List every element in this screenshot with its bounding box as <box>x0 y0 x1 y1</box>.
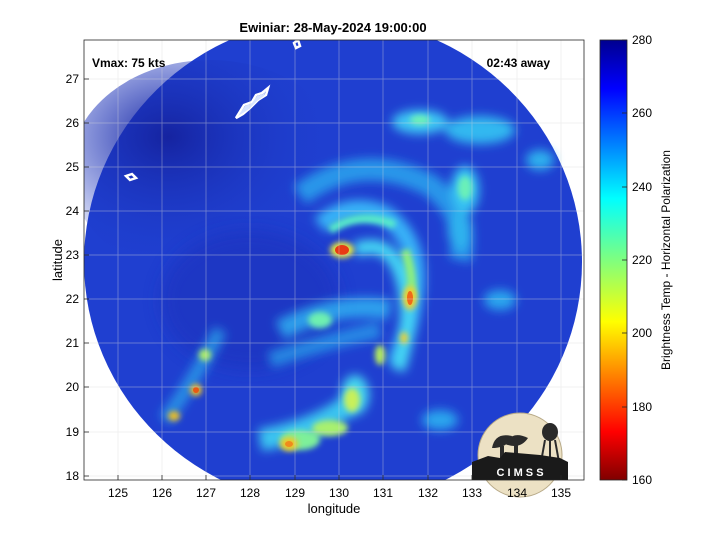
colorbar-tick-label: 200 <box>632 326 652 340</box>
x-tick-label: 129 <box>285 486 305 500</box>
swath-image <box>84 40 584 480</box>
rainband-orange <box>407 291 413 305</box>
colorbar-tick-label: 260 <box>632 106 652 120</box>
y-tick-label: 22 <box>66 292 80 306</box>
sw-spot-orange <box>193 387 199 393</box>
x-tick-label: 130 <box>329 486 349 500</box>
y-tick-labels: 18 19 20 21 22 23 24 25 26 27 <box>66 72 80 483</box>
chart-title: Ewiniar: 28-May-2024 19:00:00 <box>239 20 426 35</box>
sw-spot2-yellow <box>168 411 180 421</box>
y-tick-label: 23 <box>66 248 80 262</box>
land-fill <box>238 90 266 116</box>
x-tick-label: 132 <box>418 486 438 500</box>
y-tick-label: 27 <box>66 72 80 86</box>
colorbar: 160 180 200 220 240 260 280 Brightness T… <box>599 33 673 487</box>
colorbar-tick-label: 220 <box>632 253 652 267</box>
x-axis-label: longitude <box>308 501 361 516</box>
cimss-logo: C I M S S <box>472 412 568 498</box>
colorbar-ticks <box>622 39 627 481</box>
colorbar-tick-label: 180 <box>632 400 652 414</box>
vmax-label: Vmax: 75 kts <box>92 56 166 70</box>
colorbar-tick-label: 280 <box>632 33 652 47</box>
band-spot-yellow <box>400 332 408 344</box>
cimss-logo-text: C I M S S <box>496 467 543 479</box>
x-tick-label: 133 <box>462 486 482 500</box>
y-tick-label: 26 <box>66 116 80 130</box>
x-tick-label: 127 <box>196 486 216 500</box>
plot-area: C I M S S Vmax: 75 kts 02:43 away 125 12… <box>50 39 585 516</box>
y-tick-label: 25 <box>66 160 80 174</box>
deep-region-nw <box>84 60 350 280</box>
colorbar-tick-label: 160 <box>632 473 652 487</box>
y-tick-label: 19 <box>66 425 80 439</box>
grid <box>84 40 584 480</box>
x-tick-label: 131 <box>373 486 393 500</box>
x-tick-label: 134 <box>507 486 527 500</box>
time-away-label: 02:43 away <box>487 56 551 70</box>
y-tick-label: 24 <box>66 204 80 218</box>
colorbar-tick-label: 240 <box>632 180 652 194</box>
y-tick-label: 18 <box>66 469 80 483</box>
y-tick-label: 21 <box>66 336 80 350</box>
y-tick-label: 20 <box>66 380 80 394</box>
x-tick-label: 135 <box>551 486 571 500</box>
island-okinawa <box>234 84 271 120</box>
colorbar-tick-labels: 160 180 200 220 240 260 280 <box>632 33 652 487</box>
x-tick-label: 128 <box>240 486 260 500</box>
y-axis-label: latitude <box>50 239 65 281</box>
x-tick-label: 125 <box>108 486 128 500</box>
x-tick-label: 126 <box>152 486 172 500</box>
island-west <box>123 172 139 182</box>
tick-marks <box>84 78 562 480</box>
x-tick-labels: 125 126 127 128 129 130 131 132 133 134 … <box>108 486 571 500</box>
colorbar-label: Brightness Temp - Horizontal Polarizatio… <box>659 150 673 370</box>
eyewall-red <box>335 245 349 255</box>
axes-frame <box>83 39 585 481</box>
south-band-orange <box>285 441 293 447</box>
